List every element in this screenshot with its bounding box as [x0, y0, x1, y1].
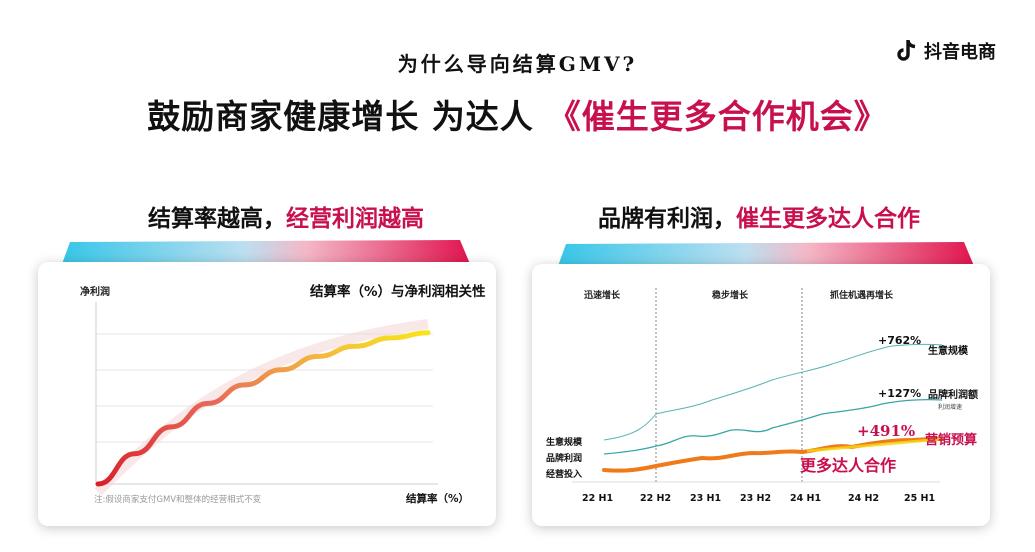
series-right-label: 生意规模 — [928, 344, 969, 357]
x-tick-label: 22 H2 — [640, 493, 671, 504]
series-left-label: 经营投入 — [546, 468, 582, 480]
phase-label: 迅速增长 — [584, 289, 621, 301]
series-budget-highlight — [806, 437, 943, 453]
series-marketing-budget — [602, 437, 944, 473]
left-footnote: 注:假设商家支付GMV和整体的经营相式不变 — [94, 494, 262, 505]
brand-name: 抖音电商 — [924, 42, 996, 63]
series-left-label: 品牌利润 — [546, 452, 582, 464]
right-title-main: 品牌有利润， — [598, 205, 736, 232]
right-chart-card: 迅速增长 稳步增长 抓住机遇再增长 +762% +127% +491% 生意规模… — [532, 264, 990, 526]
left-title-accent: 经营利润越高 — [286, 205, 424, 232]
series-right-label: 品牌利润额 — [928, 388, 978, 401]
x-tick-label: 25 H1 — [904, 493, 935, 504]
phase-label: 稳步增长 — [712, 289, 749, 301]
headline-accent: 《催生更多合作机会》 — [547, 97, 888, 136]
series-sub-note: 利润增速 — [938, 403, 962, 411]
phase-label: 抓住机遇再增长 — [830, 289, 894, 301]
page-kicker: 为什么导向结算GMV? — [397, 52, 638, 76]
x-tick-labels: 22 H1 22 H2 23 H1 23 H2 24 H1 24 H2 25 H… — [582, 493, 935, 504]
series-business-scale — [603, 343, 943, 441]
right-section-title: 品牌有利润，催生更多达人合作 — [598, 199, 920, 233]
brand-logo: 抖音电商 — [896, 38, 996, 64]
right-ribbon — [558, 242, 974, 266]
series-right-label: 营销预算 — [925, 432, 977, 448]
left-series-line — [95, 330, 431, 487]
x-tick-label: 24 H2 — [848, 493, 879, 504]
douyin-note-icon — [897, 40, 916, 61]
right-title-accent: 催生更多达人合作 — [736, 205, 920, 232]
left-curve-shadow — [94, 319, 429, 496]
headline-main: 鼓励商家健康增长 为达人 — [147, 97, 534, 136]
left-section-title: 结算率越高，经营利润越高 — [148, 199, 424, 233]
callout-more-creators: 更多达人合作 — [800, 456, 896, 475]
left-chart: 净利润 结算率（%）与净利润相关性 结算率（%） 注:假设商家支付GMV和整体的… — [80, 283, 486, 505]
left-chart-card: 净利润 结算率（%）与净利润相关性 结算率（%） 注:假设商家支付GMV和整体的… — [38, 262, 496, 526]
left-x-axis-label: 结算率（%） — [406, 492, 469, 505]
left-chart-title: 结算率（%）与净利润相关性 — [310, 283, 486, 300]
left-title-main: 结算率越高， — [148, 205, 286, 232]
x-tick-label: 23 H1 — [690, 493, 721, 504]
phase-dividers — [655, 288, 803, 484]
series-left-label: 生意规模 — [546, 436, 583, 448]
x-tick-label: 22 H1 — [582, 493, 613, 504]
left-ribbon — [62, 240, 470, 264]
right-chart: 迅速增长 稳步增长 抓住机遇再增长 +762% +127% +491% 生意规模… — [546, 288, 978, 504]
page-headline: 鼓励商家健康增长 为达人 《催生更多合作机会》 — [0, 90, 1035, 138]
left-y-axis-label: 净利润 — [80, 285, 110, 298]
growth-label-profit: +127% — [878, 387, 921, 400]
growth-label-business: +762% — [878, 334, 921, 347]
growth-label-budget: +491% — [857, 422, 915, 440]
x-tick-label: 24 H1 — [790, 493, 821, 504]
series-brand-profit — [603, 398, 943, 455]
x-tick-label: 23 H2 — [740, 493, 771, 504]
left-gridlines — [96, 333, 433, 443]
